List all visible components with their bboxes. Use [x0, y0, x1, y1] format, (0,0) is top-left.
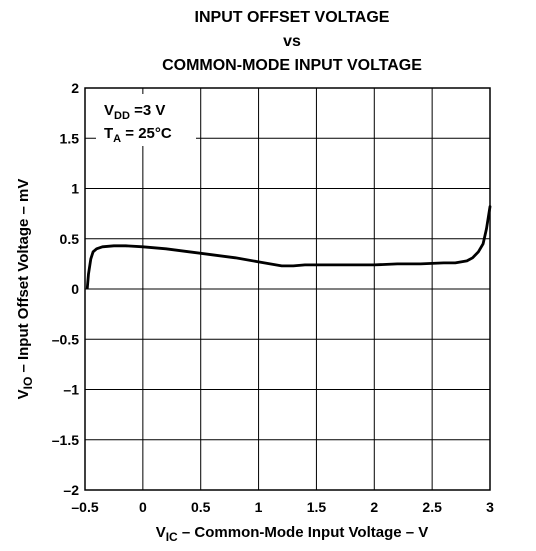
y-tick-label: –0.5: [52, 331, 79, 347]
x-tick-label: 2.5: [422, 499, 442, 515]
annotation-ta: TA = 25°C: [104, 125, 172, 145]
y-axis-label: VIO – Input Offset Voltage – mV: [15, 179, 35, 400]
x-tick-label: 3: [486, 499, 494, 515]
x-tick-label: –0.5: [71, 499, 98, 515]
y-tick-label: 0: [71, 281, 79, 297]
chart-title-line-1: INPUT OFFSET VOLTAGE: [195, 9, 390, 26]
y-tick-labels: 2 1.5 1 0.5 0 –0.5 –1 –1.5 –2: [52, 80, 79, 498]
x-tick-label: 1: [255, 499, 263, 515]
x-tick-label: 2: [370, 499, 378, 515]
series-line-vio: [85, 205, 492, 290]
y-tick-label: –1: [63, 382, 79, 398]
x-tick-labels: –0.5 0 0.5 1 1.5 2 2.5 3: [71, 499, 494, 515]
grid: [84, 87, 491, 491]
y-tick-label: 0.5: [60, 231, 80, 247]
y-tick-label: 2: [71, 80, 79, 96]
x-tick-label: 1.5: [307, 499, 327, 515]
annotation-box: [96, 94, 196, 146]
y-tick-label: 1.5: [60, 130, 80, 146]
x-axis-label: VIC – Common-Mode Input Voltage – V: [156, 524, 429, 544]
x-tick-label: 0: [139, 499, 147, 515]
y-tick-label: 1: [71, 181, 79, 197]
y-tick-label: –2: [63, 482, 79, 498]
chart-title-line-3: COMMON-MODE INPUT VOLTAGE: [162, 57, 422, 74]
plot-frame: [84, 87, 491, 491]
x-tick-label: 0.5: [191, 499, 211, 515]
y-tick-label: –1.5: [52, 432, 79, 448]
annotation-vdd: VDD =3 V: [104, 102, 165, 122]
chart-title-line-2: vs: [283, 33, 301, 50]
